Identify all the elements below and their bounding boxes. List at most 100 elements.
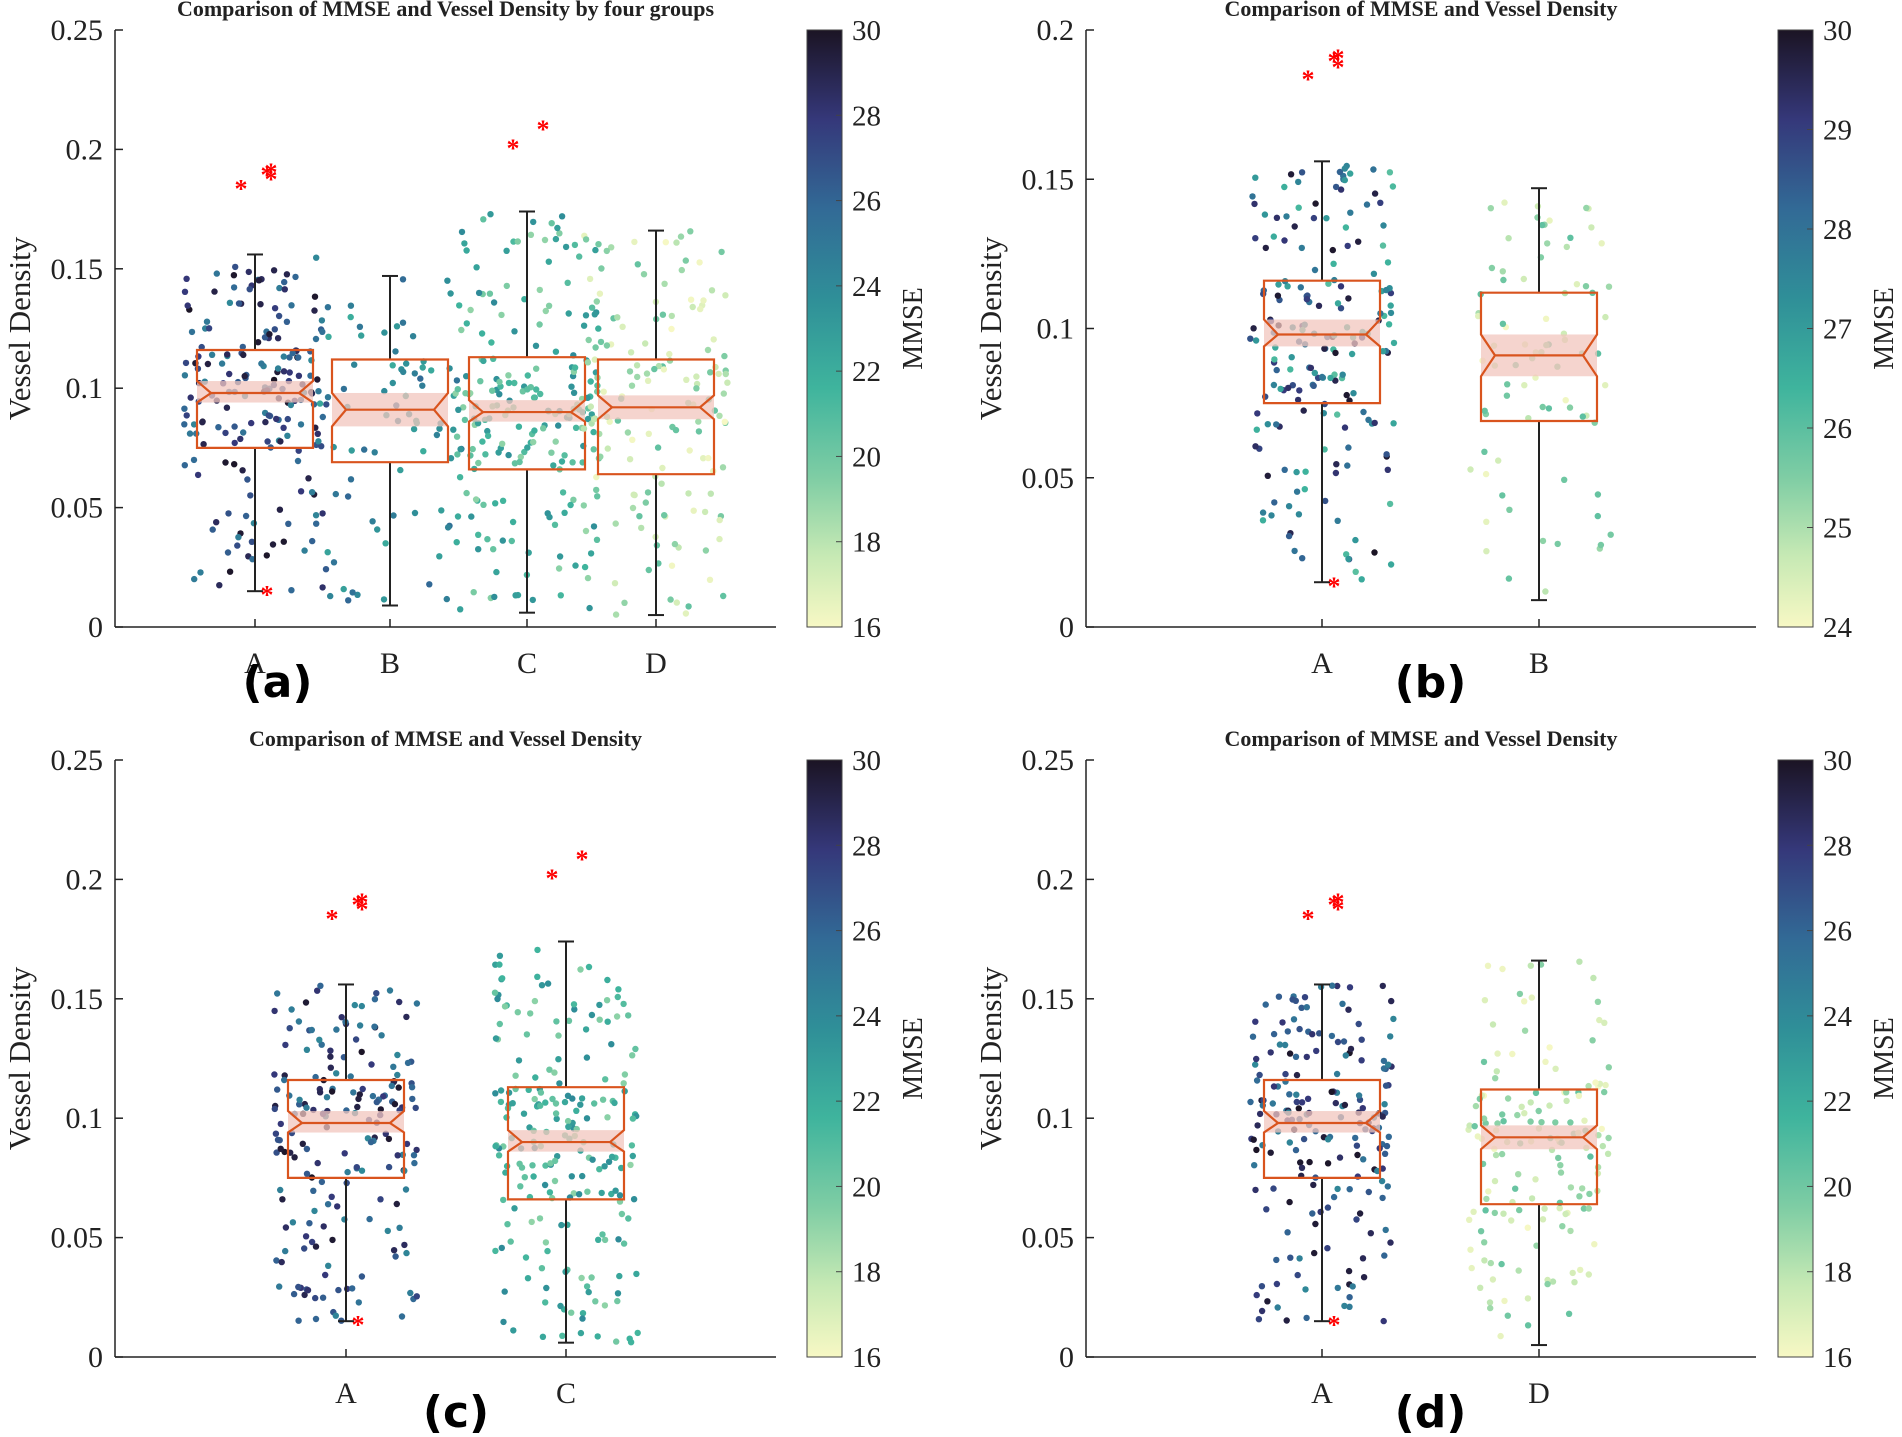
data-point — [1345, 444, 1352, 451]
data-point — [538, 1265, 546, 1272]
data-point — [328, 1088, 336, 1095]
data-point — [1341, 424, 1349, 431]
data-point — [285, 520, 292, 527]
x-tick-label: D — [645, 647, 667, 680]
data-point — [182, 359, 190, 367]
chart-title: Comparison of MMSE and Vessel Density — [1225, 726, 1618, 751]
data-point — [395, 1084, 402, 1091]
notch-band — [508, 1130, 624, 1152]
data-point — [1291, 547, 1298, 555]
data-point — [279, 1196, 286, 1203]
data-point — [644, 489, 652, 496]
data-point — [1350, 390, 1357, 397]
y-tick-label: 0.15 — [1022, 983, 1075, 1016]
data-point — [411, 370, 418, 377]
data-point — [1254, 1122, 1261, 1129]
data-point — [359, 1085, 366, 1093]
data-point — [570, 1001, 578, 1008]
data-point — [318, 443, 325, 450]
data-point — [1389, 183, 1397, 190]
group-A: * **** — [1247, 888, 1397, 1340]
data-point — [1588, 224, 1595, 231]
data-point — [1528, 1195, 1536, 1202]
data-point — [303, 1046, 311, 1054]
data-point — [369, 1092, 377, 1100]
data-point — [200, 441, 207, 448]
data-point — [582, 527, 590, 535]
data-point — [1580, 1205, 1588, 1212]
data-point — [255, 277, 263, 284]
outlier-marker: * — [352, 890, 365, 919]
data-point — [592, 344, 599, 351]
chart-panel-2: Comparison of MMSE and Vessel Density 0 0.… — [973, 0, 1900, 708]
data-point — [1358, 576, 1365, 583]
data-point — [1347, 209, 1354, 216]
data-point — [1336, 168, 1344, 176]
data-point — [531, 997, 539, 1005]
data-point — [447, 455, 455, 462]
data-point — [371, 1023, 378, 1030]
data-point — [1327, 374, 1334, 382]
data-point — [1298, 169, 1306, 176]
data-point — [286, 369, 293, 376]
data-point — [1577, 1266, 1584, 1274]
data-point — [724, 379, 731, 386]
data-point — [1495, 457, 1502, 464]
group-B — [315, 274, 465, 607]
data-point — [312, 1243, 320, 1250]
outlier-marker: * — [546, 864, 559, 893]
data-point — [590, 446, 597, 453]
data-point — [247, 492, 254, 499]
group-A: * **** — [271, 888, 421, 1340]
notch-band — [197, 381, 313, 403]
data-point — [668, 562, 676, 569]
data-point — [358, 1167, 366, 1174]
data-point — [1604, 1150, 1612, 1158]
data-point — [555, 422, 562, 429]
data-point — [303, 1145, 311, 1153]
data-point — [1563, 1097, 1570, 1105]
data-point — [1521, 382, 1528, 389]
data-point — [1569, 1269, 1576, 1277]
data-point — [523, 1031, 531, 1038]
colorbar-tick-label: 18 — [852, 527, 881, 559]
data-point — [322, 1271, 329, 1279]
data-point — [1287, 171, 1295, 178]
data-point — [188, 328, 196, 336]
data-point — [1359, 1105, 1367, 1112]
colorbar-tick-label: 18 — [852, 1257, 881, 1289]
data-point — [707, 369, 714, 376]
data-point — [341, 1150, 348, 1157]
data-point — [232, 263, 239, 271]
data-point — [1346, 984, 1354, 991]
data-point — [555, 565, 563, 572]
data-point — [524, 1275, 532, 1282]
colorbar-label: MMSE — [898, 1017, 929, 1099]
data-point — [559, 489, 567, 496]
data-point — [1302, 468, 1309, 475]
data-point — [605, 1158, 613, 1166]
data-point — [1349, 1283, 1356, 1290]
data-point — [682, 610, 690, 617]
data-point — [319, 584, 326, 591]
data-point — [530, 438, 537, 446]
data-point — [582, 1026, 590, 1033]
data-point — [1387, 302, 1394, 309]
data-point — [1249, 1033, 1257, 1040]
data-point — [385, 1163, 393, 1171]
data-point — [517, 453, 524, 461]
data-point — [226, 299, 234, 306]
data-point — [404, 1059, 412, 1067]
outlier-marker: * — [537, 115, 550, 144]
data-point — [604, 976, 611, 984]
colorbar-tick-label: 18 — [1823, 1257, 1852, 1289]
data-point — [1286, 1050, 1294, 1057]
data-point — [1380, 1057, 1388, 1065]
data-point — [1498, 1260, 1505, 1268]
data-point — [1312, 1220, 1319, 1228]
data-point — [536, 1215, 544, 1222]
data-point — [1252, 337, 1260, 344]
data-point — [499, 537, 506, 544]
data-point — [720, 390, 727, 397]
data-point — [318, 1178, 326, 1186]
